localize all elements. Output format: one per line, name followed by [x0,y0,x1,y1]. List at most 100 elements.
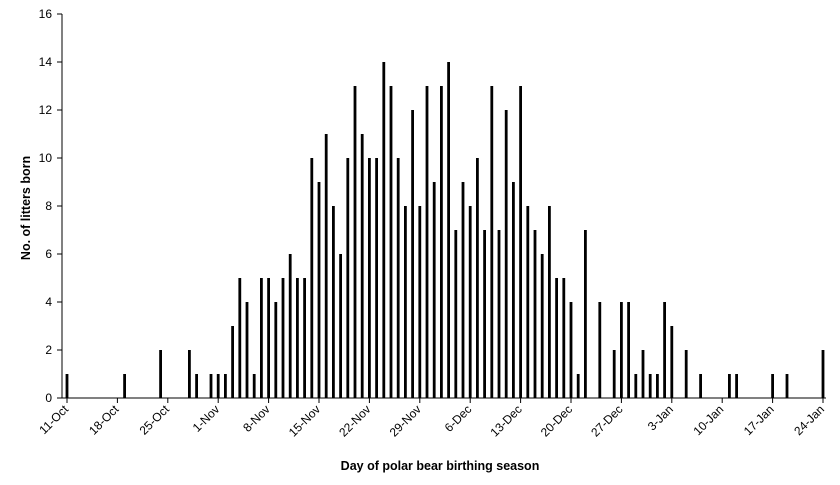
y-tick-label: 14 [39,55,53,69]
bar [569,302,573,398]
y-tick-label: 6 [45,247,52,261]
bar [375,158,378,398]
bar [540,254,544,398]
x-tick-label: 25-Oct [137,402,173,438]
bar [548,206,551,398]
bar [454,230,458,398]
bar [533,230,537,398]
x-tick-label: 3-Jan [645,402,676,433]
bar [188,350,191,398]
x-tick-label: 10-Jan [690,402,726,438]
bar [641,350,645,398]
x-axis-title: Day of polar bear birthing season [341,459,540,473]
bar [195,374,198,398]
x-tick-label: 27-Dec [588,402,625,439]
bar [267,278,270,398]
bar [353,86,357,398]
x-tick-label: 15-Nov [286,402,323,439]
x-tick-label: 17-Jan [741,402,777,438]
bar [526,206,530,398]
bar [159,350,162,398]
bar [425,86,429,398]
bar [360,134,364,398]
bar [274,302,278,398]
bar [504,110,508,398]
x-tick-label: 24-Jan [791,402,827,438]
bar [620,302,623,398]
bar [368,158,371,398]
bar [519,86,522,398]
bar [670,326,674,398]
bar [303,278,306,398]
bar [771,374,774,398]
bar [440,86,443,398]
bar [209,374,213,398]
y-axis-ticks: 0 2 4 6 8 10 12 14 16 [39,7,62,405]
y-tick-label: 2 [45,343,52,357]
x-tick-label: 13-Dec [487,402,524,439]
bar [231,326,234,398]
bar [216,374,220,398]
bar [447,62,450,398]
bar [612,350,616,398]
bar [483,230,486,398]
y-tick-label: 0 [45,391,52,405]
x-tick-label: 20-Dec [538,402,575,439]
bar [252,374,256,398]
bar [584,230,587,398]
bar [490,86,494,398]
bar [65,374,69,398]
x-tick-label: 18-Oct [86,402,122,438]
bar [245,302,249,398]
bar [382,62,386,398]
bar [310,158,314,398]
bar [411,110,414,398]
bar [648,374,652,398]
bars [65,62,825,398]
bar [497,230,501,398]
bar [296,278,299,398]
bar [123,374,126,398]
bar [324,134,328,398]
bar [576,374,580,398]
y-axis-title: No. of litters born [19,156,33,260]
bar [418,206,422,398]
bar [404,206,407,398]
y-tick-label: 16 [39,7,53,21]
bar [684,350,688,398]
bar [663,302,666,398]
bar [598,302,602,398]
bar [512,182,515,398]
y-tick-label: 12 [39,103,53,117]
bar [396,158,400,398]
y-tick-label: 10 [39,151,53,165]
bar [281,278,285,398]
x-tick-label: 11-Oct [36,402,71,437]
bar [332,206,335,398]
bar [461,182,465,398]
y-tick-label: 4 [45,295,52,309]
bar [476,158,479,398]
bar [555,278,558,398]
x-tick-label: 22-Nov [336,402,373,439]
x-axis-ticks: 11-Oct 18-Oct 25-Oct 1-Nov 8-Nov 15-Nov 22-Nov… [36,398,827,439]
x-tick-label: 6-Dec [442,402,475,435]
bar [785,374,789,398]
x-tick-label: 1-Nov [190,402,223,435]
bar [634,374,638,398]
bar [627,302,630,398]
bar [260,278,263,398]
bar [238,278,242,398]
bar [432,182,436,398]
bar [656,374,659,398]
y-tick-label: 8 [45,199,52,213]
bar [699,374,702,398]
bar [346,158,350,398]
x-tick-label: 8-Nov [240,402,273,435]
x-tick-label: 29-Nov [387,402,424,439]
bar [317,182,321,398]
bar [728,374,731,398]
bar [224,374,227,398]
bar [339,254,342,398]
